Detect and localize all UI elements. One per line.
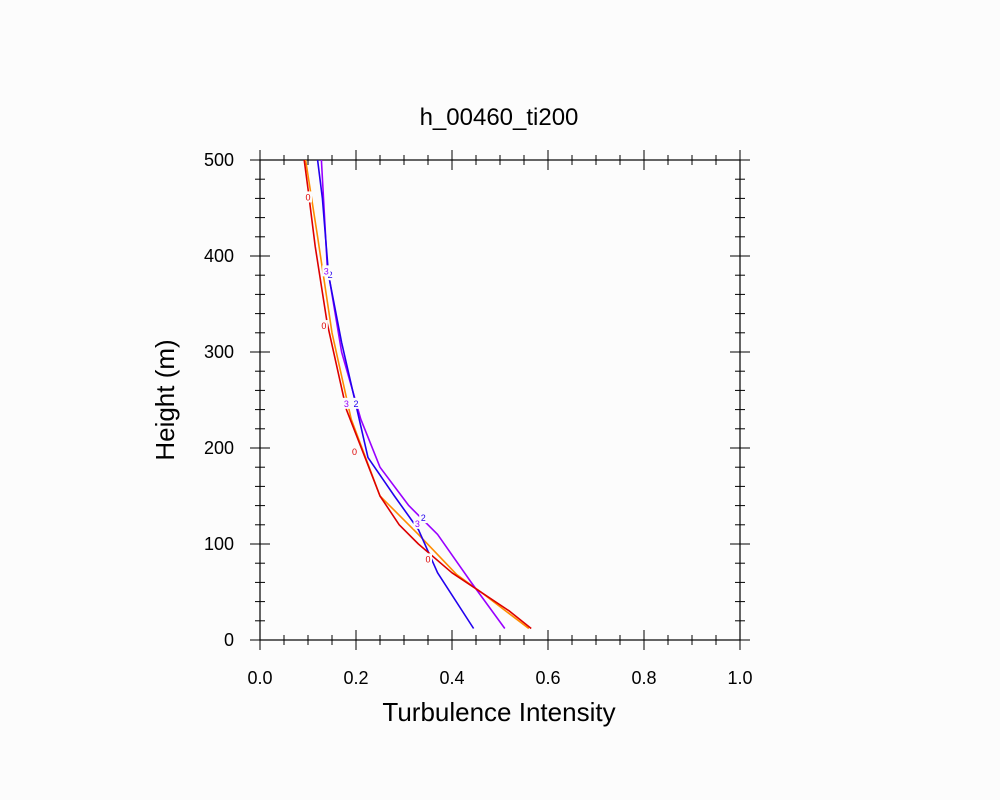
curve-label-bg xyxy=(322,265,331,277)
curve-label-0: 0 xyxy=(305,192,310,202)
x-axis-label: Turbulence Intensity xyxy=(382,697,615,727)
curve-label-2: 2 xyxy=(353,399,358,409)
curve-label-0: 0 xyxy=(425,554,430,564)
series-line-1 xyxy=(304,159,530,630)
y-axis-label: Height (m) xyxy=(150,339,180,460)
curve-label-3: 3 xyxy=(344,399,349,409)
curve-label-0: 0 xyxy=(321,321,326,331)
curve-label-bg xyxy=(350,445,359,457)
chart-title: h_00460_ti200 xyxy=(420,104,579,131)
x-tick-label: 0.0 xyxy=(247,668,272,688)
curve-label-bg xyxy=(419,512,428,524)
series-line-2 xyxy=(316,159,475,629)
curve-label-0: 0 xyxy=(352,447,357,457)
y-tick-label: 0 xyxy=(224,630,234,650)
curve-label-bg xyxy=(342,397,351,409)
curve-label-3: 3 xyxy=(415,519,420,529)
x-tick-label: 0.8 xyxy=(631,668,656,688)
x-tick-label: 0.2 xyxy=(343,668,368,688)
x-tick-label: 0.4 xyxy=(439,668,464,688)
plot-frame xyxy=(259,159,741,641)
curve-label-bg xyxy=(304,191,312,203)
series-line-0 xyxy=(303,159,532,630)
plot-area: 0.0 0.2 0.4 0.6 0.8 1.0 0 100 200 300 400 500 0 0 0 0 2 2… xyxy=(204,150,753,688)
curve-label-3: 3 xyxy=(324,266,329,276)
x-tick-label: 0.6 xyxy=(535,668,560,688)
curve-label-bg xyxy=(424,553,432,565)
curve-label-bg xyxy=(352,397,360,409)
y-tick-label: 300 xyxy=(204,342,234,362)
y-tick-label: 400 xyxy=(204,246,234,266)
y-tick-label: 200 xyxy=(204,438,234,458)
y-tick-label: 500 xyxy=(204,150,234,170)
y-tick-label: 100 xyxy=(204,534,234,554)
x-tick-label: 1.0 xyxy=(727,668,752,688)
series-line-3 xyxy=(320,159,506,629)
curve-label-bg xyxy=(319,320,328,332)
curve-label-2: 2 xyxy=(421,513,426,523)
curve-label-bg xyxy=(413,517,422,529)
